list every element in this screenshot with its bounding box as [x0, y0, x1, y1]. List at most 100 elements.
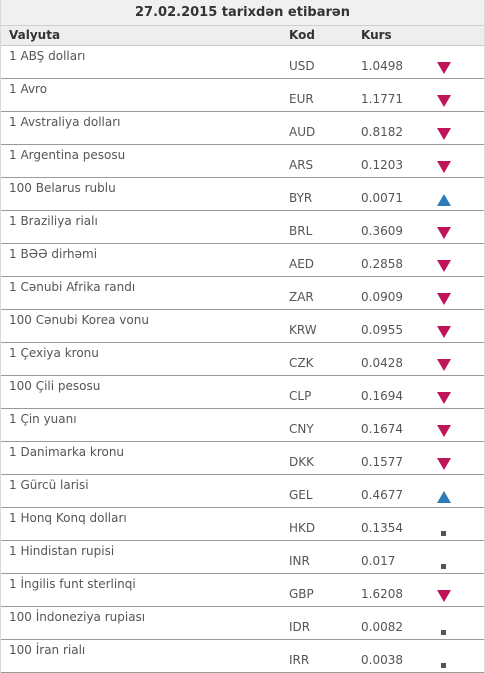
exchange-rate: 0.1354 — [361, 521, 403, 535]
currency-name: 1 BƏƏ dirhəmi — [9, 247, 98, 261]
trend-down-icon — [437, 425, 451, 437]
currency-name: 1 Avstraliya dolları — [9, 115, 121, 129]
table-row: 1 Cənubi Afrika randı ZAR 0.0909 — [1, 277, 484, 310]
currency-code: AUD — [289, 125, 316, 139]
trend-down-icon — [437, 359, 451, 371]
currency-name: 100 Cənubi Korea vonu — [9, 313, 149, 327]
trend-down-icon — [437, 590, 451, 602]
currency-code: IRR — [289, 653, 310, 667]
table-row: 100 Cənubi Korea vonu KRW 0.0955 — [1, 310, 484, 343]
exchange-rate: 0.1674 — [361, 422, 403, 436]
trend-unchanged-icon — [437, 524, 451, 536]
exchange-rate: 0.017 — [361, 554, 396, 568]
exchange-rate: 0.8182 — [361, 125, 403, 139]
trend-down-icon — [437, 161, 451, 173]
table-row: 1 Argentina pesosu ARS 0.1203 — [1, 145, 484, 178]
currency-code: INR — [289, 554, 310, 568]
currency-name: 1 Avro — [9, 82, 48, 96]
exchange-rate: 0.0909 — [361, 290, 403, 304]
table-row: 1 Çexiya kronu CZK 0.0428 — [1, 343, 484, 376]
currency-name: 1 Hindistan rupisi — [9, 544, 115, 558]
trend-unchanged-icon — [437, 656, 451, 668]
currency-code: CZK — [289, 356, 314, 370]
trend-down-icon — [437, 458, 451, 470]
table-row: 100 İran rialı IRR 0.0038 — [1, 640, 484, 673]
trend-up-icon — [437, 194, 451, 206]
currency-code: GEL — [289, 488, 313, 502]
exchange-rate: 0.0071 — [361, 191, 403, 205]
table-row: 1 İngilis funt sterlinqi GBP 1.6208 — [1, 574, 484, 607]
table-row: 100 Çili pesosu CLP 0.1694 — [1, 376, 484, 409]
table-row: 1 Avro EUR 1.1771 — [1, 79, 484, 112]
table-body: 1 ABŞ dolları USD 1.0498 1 Avro EUR 1.1771 1 A… — [1, 46, 484, 673]
trend-down-icon — [437, 326, 451, 338]
exchange-rate: 0.0428 — [361, 356, 403, 370]
currency-code: EUR — [289, 92, 314, 106]
currency-code: CNY — [289, 422, 314, 436]
trend-up-icon — [437, 491, 451, 503]
currency-name: 1 Danimarka kronu — [9, 445, 125, 459]
exchange-rate: 0.0082 — [361, 620, 403, 634]
trend-down-icon — [437, 128, 451, 140]
table-row: 1 Danimarka kronu DKK 0.1577 — [1, 442, 484, 475]
trend-down-icon — [437, 293, 451, 305]
trend-unchanged-icon — [437, 557, 451, 569]
currency-code: BYR — [289, 191, 313, 205]
currency-name: 1 ABŞ dolları — [9, 49, 86, 63]
currency-code: KRW — [289, 323, 317, 337]
currency-name: 100 İran rialı — [9, 643, 86, 657]
trend-down-icon — [437, 260, 451, 272]
exchange-rate: 0.0038 — [361, 653, 403, 667]
currency-code: BRL — [289, 224, 313, 238]
currency-name: 100 İndoneziya rupiası — [9, 610, 146, 624]
currency-name: 1 İngilis funt sterlinqi — [9, 577, 136, 591]
table-row: 1 Braziliya rialı BRL 0.3609 — [1, 211, 484, 244]
currency-code: AED — [289, 257, 315, 271]
currency-code: GBP — [289, 587, 314, 601]
trend-down-icon — [437, 392, 451, 404]
table-row: 1 ABŞ dolları USD 1.0498 — [1, 46, 484, 79]
currency-code: ARS — [289, 158, 314, 172]
currency-name: 100 Çili pesosu — [9, 379, 101, 393]
trend-unchanged-icon — [437, 623, 451, 635]
currency-code: USD — [289, 59, 315, 73]
exchange-rate: 1.6208 — [361, 587, 403, 601]
exchange-rate: 0.2858 — [361, 257, 403, 271]
currency-name: 1 Çin yuanı — [9, 412, 77, 426]
table-row: 100 Belarus rublu BYR 0.0071 — [1, 178, 484, 211]
code-column-header: Kod — [289, 28, 315, 42]
table-row: 1 Hindistan rupisi INR 0.017 — [1, 541, 484, 574]
currency-name: 1 Çexiya kronu — [9, 346, 99, 360]
exchange-rate: 0.1203 — [361, 158, 403, 172]
exchange-rate: 1.0498 — [361, 59, 403, 73]
trend-down-icon — [437, 227, 451, 239]
table-row: 1 Çin yuanı CNY 0.1674 — [1, 409, 484, 442]
currency-name: 1 Honq Konq dolları — [9, 511, 127, 525]
currency-name: 100 Belarus rublu — [9, 181, 116, 195]
table-header: Valyuta Kod Kurs — [1, 26, 484, 46]
exchange-rate: 1.1771 — [361, 92, 403, 106]
currency-column-header: Valyuta — [9, 28, 61, 42]
trend-down-icon — [437, 62, 451, 74]
table-row: 1 Avstraliya dolları AUD 0.8182 — [1, 112, 484, 145]
table-row: 1 Honq Konq dolları HKD 0.1354 — [1, 508, 484, 541]
currency-name: 1 Cənubi Afrika randı — [9, 280, 136, 294]
exchange-rate: 0.1694 — [361, 389, 403, 403]
date-title: 27.02.2015 tarixdən etibarən — [1, 0, 484, 26]
currency-code: CLP — [289, 389, 312, 403]
rate-column-header: Kurs — [361, 28, 392, 42]
exchange-rate: 0.4677 — [361, 488, 403, 502]
trend-down-icon — [437, 95, 451, 107]
exchange-rate: 0.0955 — [361, 323, 403, 337]
currency-code: ZAR — [289, 290, 314, 304]
table-row: 100 İndoneziya rupiası IDR 0.0082 — [1, 607, 484, 640]
currency-name: 1 Gürcü larisi — [9, 478, 89, 492]
currency-name: 1 Argentina pesosu — [9, 148, 126, 162]
exchange-rate: 0.1577 — [361, 455, 403, 469]
currency-code: DKK — [289, 455, 314, 469]
currency-code: HKD — [289, 521, 316, 535]
table-row: 1 BƏƏ dirhəmi AED 0.2858 — [1, 244, 484, 277]
currency-name: 1 Braziliya rialı — [9, 214, 98, 228]
table-row: 1 Gürcü larisi GEL 0.4677 — [1, 475, 484, 508]
